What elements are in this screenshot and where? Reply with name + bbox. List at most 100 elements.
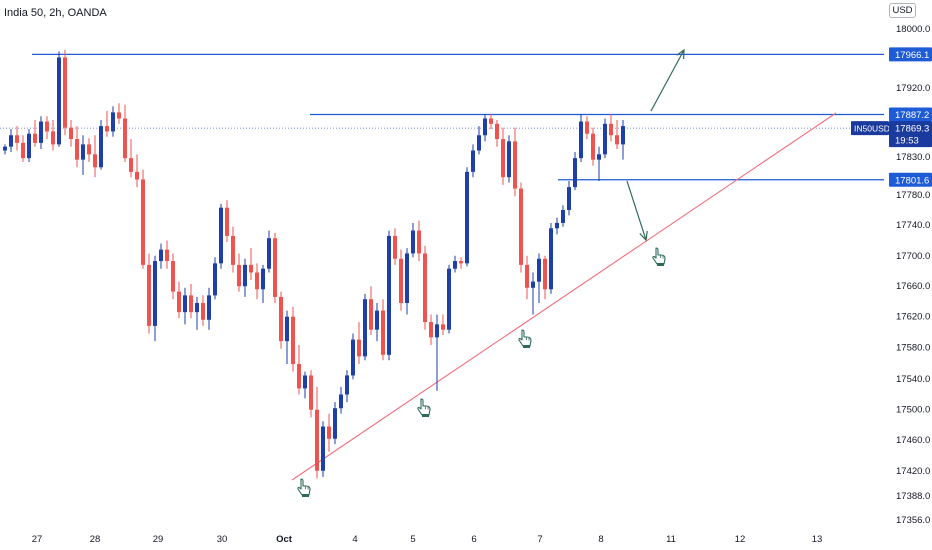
candle-body	[39, 121, 43, 143]
candle-body	[177, 291, 181, 313]
candle-body	[321, 426, 325, 471]
candle-body	[45, 121, 49, 132]
candle	[219, 203, 223, 269]
candle-body	[609, 123, 613, 136]
candle	[207, 287, 211, 330]
price-label-box	[889, 47, 932, 62]
candle-body	[105, 126, 109, 132]
price-labels-group: 17966.1 17887.2 17801.6 IN50USD 17869.319:53	[851, 47, 932, 187]
hand-pointer-icon	[297, 478, 311, 497]
breakdown-down-arrow-shaft	[626, 180, 647, 241]
candle	[351, 333, 355, 380]
breakout-up-arrow-shaft	[650, 49, 685, 112]
currency-button[interactable]: USD	[889, 3, 916, 18]
candle-body	[393, 235, 397, 259]
candle-body	[117, 112, 121, 119]
candle	[405, 248, 409, 315]
candle	[393, 228, 397, 265]
candle-body	[27, 133, 31, 159]
candle	[243, 258, 247, 297]
candle-body	[327, 426, 331, 439]
candle	[327, 413, 331, 452]
candle	[141, 169, 145, 269]
hand-cuff	[523, 345, 530, 348]
hand-pointer-icon	[417, 398, 431, 417]
y-tick-label: 17460.0	[896, 435, 930, 446]
trend-line-group	[291, 112, 837, 481]
candle-body	[381, 310, 385, 355]
candle	[573, 152, 577, 191]
candle	[525, 255, 529, 300]
candle	[177, 281, 181, 319]
candle-body	[429, 322, 433, 338]
candle	[549, 222, 553, 294]
candle-body	[531, 281, 535, 288]
candle-body	[141, 179, 145, 265]
trend-line	[291, 112, 837, 481]
candle-body	[219, 207, 223, 264]
candle-body	[333, 408, 337, 439]
x-tick-label: 5	[410, 534, 415, 545]
candle	[429, 314, 433, 345]
price-label-text: 17801.6	[895, 175, 929, 186]
candle-body	[447, 268, 451, 330]
y-tick-label: 17500.0	[896, 405, 930, 416]
candle-body	[417, 230, 421, 254]
x-tick-label: 27	[32, 534, 43, 545]
candle-body	[369, 299, 373, 330]
y-tick-label: 17700.0	[896, 251, 930, 262]
candle-body	[441, 324, 445, 330]
candle	[567, 181, 571, 216]
candle-body	[453, 261, 457, 269]
x-tick-label: 4	[352, 534, 357, 545]
candle-body	[423, 253, 427, 323]
candle-body	[567, 187, 571, 210]
price-label-box	[889, 172, 932, 187]
candle-body	[579, 121, 583, 159]
candle	[255, 263, 259, 300]
y-tick-label: 17660.0	[896, 281, 930, 292]
candle-body	[513, 141, 517, 189]
candle	[237, 253, 241, 292]
candle	[153, 255, 157, 342]
candle	[39, 116, 43, 149]
candle-body	[507, 141, 511, 178]
y-tick-label: 17356.0	[896, 515, 930, 526]
price-label-0: 17966.1	[889, 47, 932, 62]
candle	[123, 104, 127, 162]
candle-body	[309, 375, 313, 410]
candle-body	[63, 57, 67, 128]
candle	[195, 296, 199, 330]
symbol-tag-text: IN50USD	[854, 124, 890, 134]
candle	[447, 264, 451, 334]
candle	[171, 253, 175, 300]
candle	[345, 370, 349, 403]
candle-body	[33, 133, 37, 143]
candle	[27, 129, 31, 162]
breakout-up-arrow	[650, 48, 685, 112]
y-tick-label: 17420.0	[896, 466, 930, 477]
candle	[369, 286, 373, 336]
candle	[603, 118, 607, 159]
breakout-up-arrow-head	[676, 48, 685, 60]
candle	[63, 49, 67, 136]
y-tick-label: 17830.0	[896, 152, 930, 163]
candle	[9, 129, 13, 153]
candle	[225, 200, 229, 242]
candle	[87, 138, 91, 162]
candle-body	[357, 339, 361, 357]
candle-body	[465, 171, 469, 264]
candle	[609, 113, 613, 142]
candle	[471, 144, 475, 178]
y-tick-label: 17920.0	[896, 83, 930, 94]
candle-body	[261, 268, 265, 290]
candle-body	[81, 144, 85, 160]
candle-body	[297, 364, 301, 389]
candle-body	[483, 118, 487, 136]
candle	[453, 255, 457, 273]
candle-body	[195, 303, 199, 313]
candle-body	[603, 123, 607, 155]
candle-body	[471, 150, 475, 172]
